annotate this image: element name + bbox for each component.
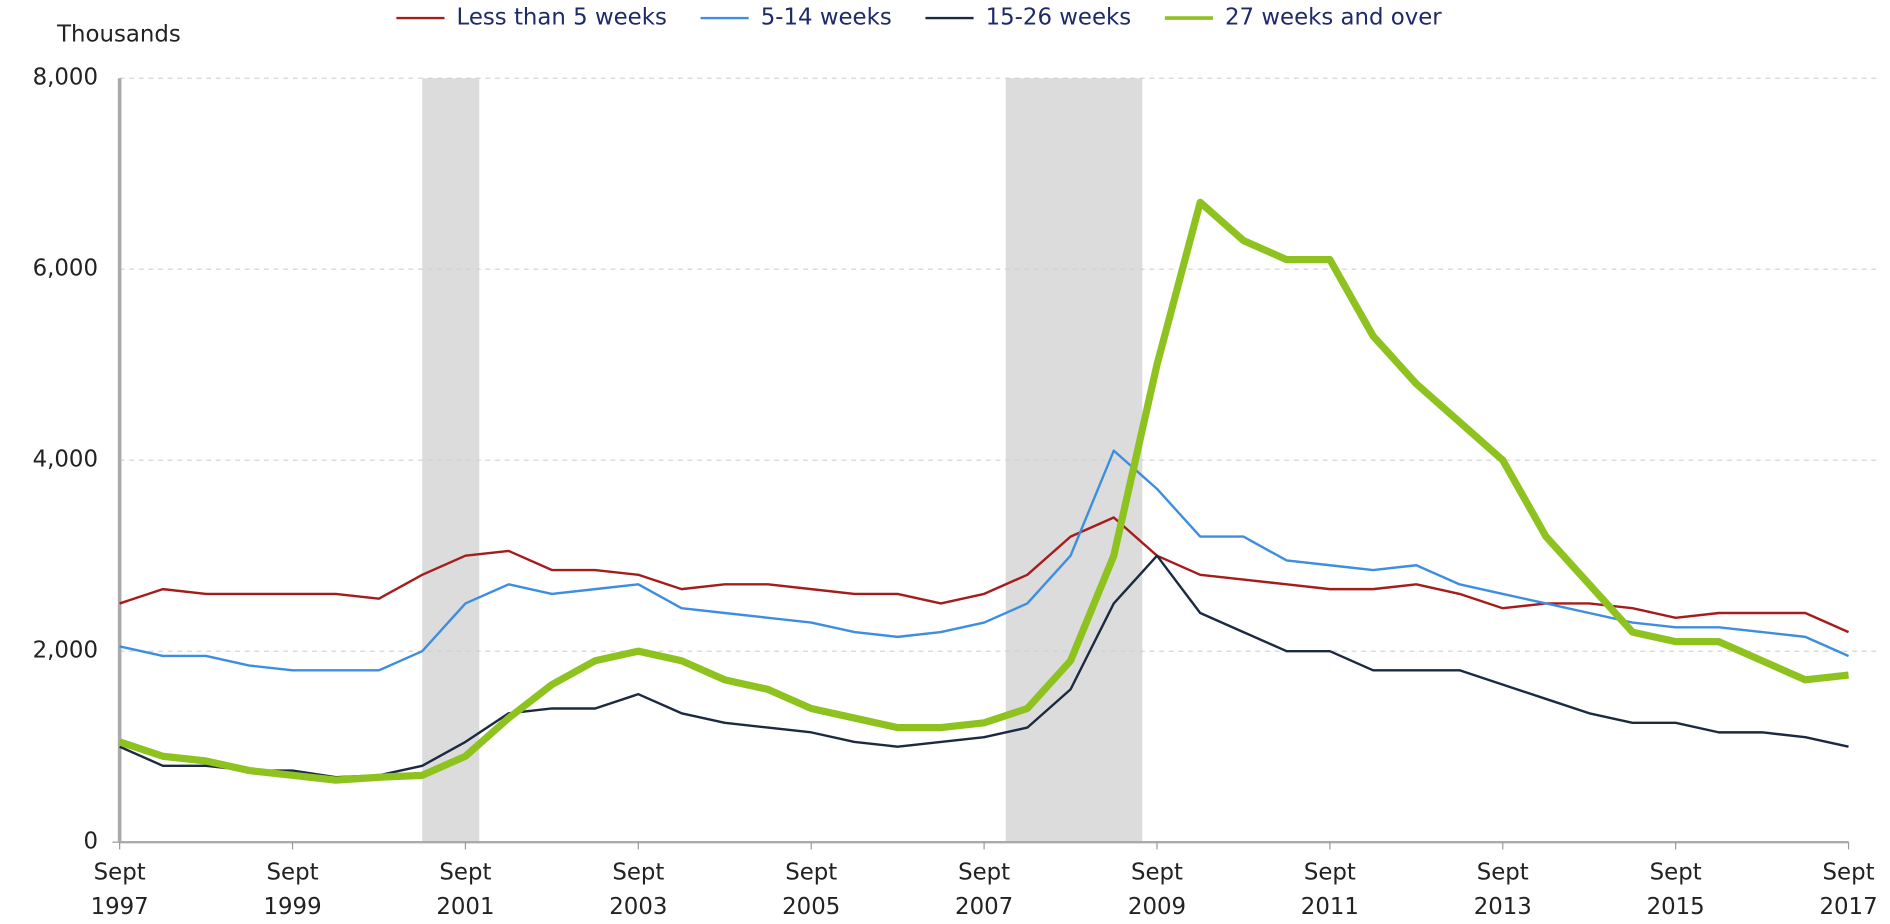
x-tick-label: Sept 2007 xyxy=(955,859,1013,920)
x-tick-label: Sept 2011 xyxy=(1301,859,1359,920)
legend-label: 15-26 weeks xyxy=(986,5,1132,31)
y-tick-label: 2,000 xyxy=(33,638,98,664)
x-tick-label: Sept 2005 xyxy=(782,859,840,920)
x-tick-label: Sept 2015 xyxy=(1647,859,1705,920)
x-tick-label: Sept 1997 xyxy=(91,859,149,920)
x-tick-label: Sept 1999 xyxy=(263,859,321,920)
legend-label: 27 weeks and over xyxy=(1225,5,1442,31)
x-tick-label: Sept 2001 xyxy=(436,859,494,920)
series-line xyxy=(119,516,1850,634)
y-tick-label: 8,000 xyxy=(33,65,98,91)
series-line xyxy=(118,198,1849,784)
x-tick-label: Sept 2009 xyxy=(1128,859,1186,920)
series-line xyxy=(119,449,1850,672)
x-tick-label: Sept 2003 xyxy=(609,859,667,920)
x-tick-label: Sept 2017 xyxy=(1819,859,1877,920)
y-tick-label: 6,000 xyxy=(33,256,98,282)
y-axis-label: Thousands xyxy=(56,21,181,47)
legend-label: 5-14 weeks xyxy=(761,5,892,31)
y-tick-label: 4,000 xyxy=(33,447,98,473)
legend: Less than 5 weeks 5-14 weeks 15-26 weeks 27… xyxy=(396,5,1442,31)
y-tick-label: 0 xyxy=(83,829,98,855)
legend-label: Less than 5 weeks xyxy=(457,5,667,31)
series-line xyxy=(119,554,1849,779)
x-tick-label: Sept 2013 xyxy=(1474,859,1532,920)
